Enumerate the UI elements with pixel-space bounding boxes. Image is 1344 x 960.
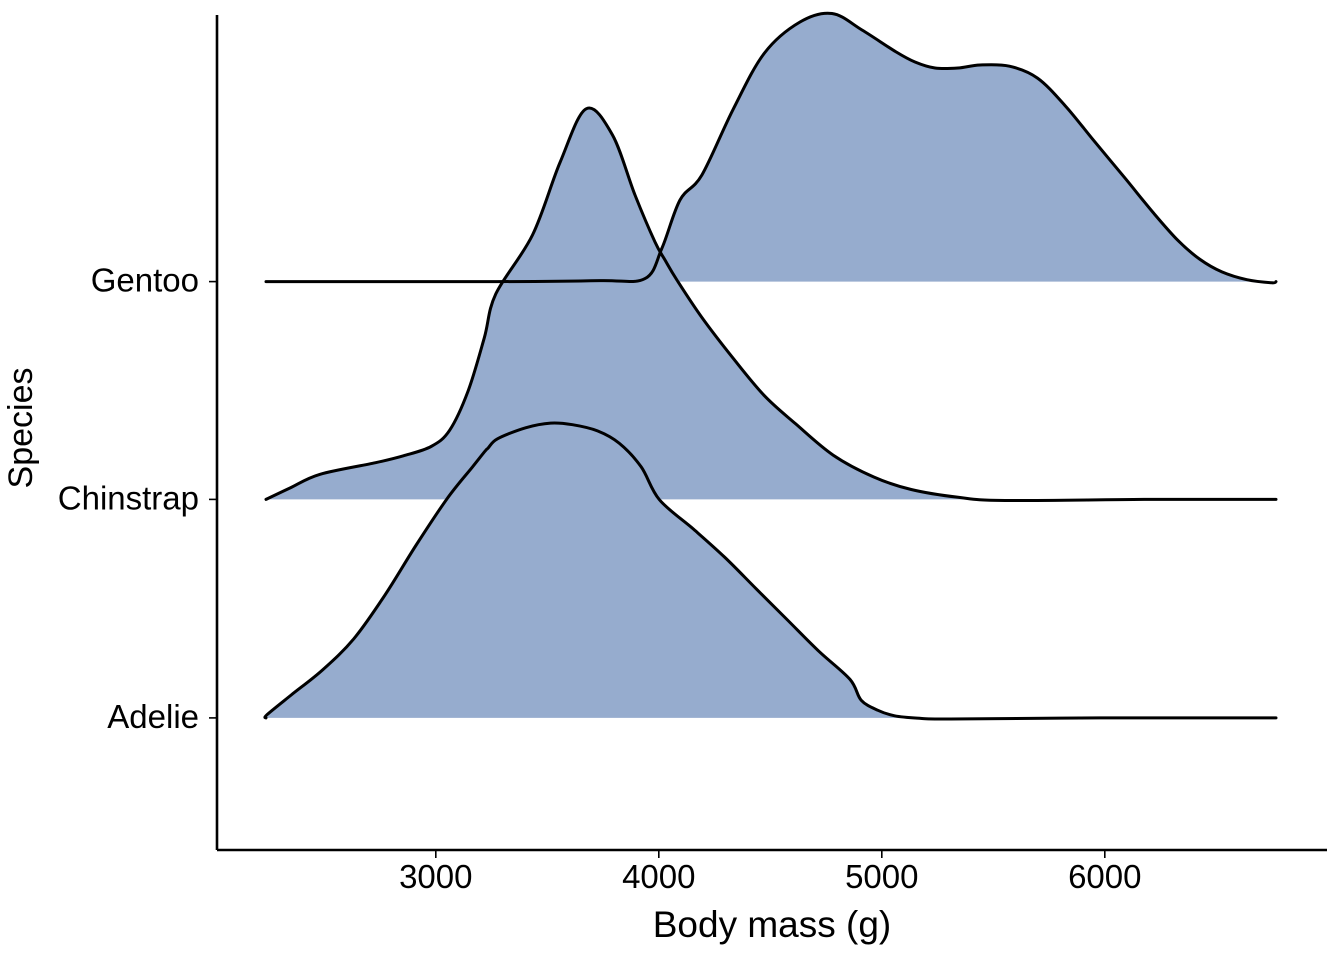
svg-text:Body mass (g): Body mass (g)	[653, 904, 892, 945]
svg-text:Gentoo: Gentoo	[91, 262, 199, 299]
svg-text:Adelie: Adelie	[107, 698, 199, 735]
svg-text:3000: 3000	[399, 858, 472, 895]
svg-text:Species: Species	[2, 368, 40, 489]
svg-text:4000: 4000	[622, 858, 695, 895]
svg-text:6000: 6000	[1068, 858, 1141, 895]
svg-text:5000: 5000	[845, 858, 918, 895]
svg-text:Chinstrap: Chinstrap	[58, 479, 199, 516]
